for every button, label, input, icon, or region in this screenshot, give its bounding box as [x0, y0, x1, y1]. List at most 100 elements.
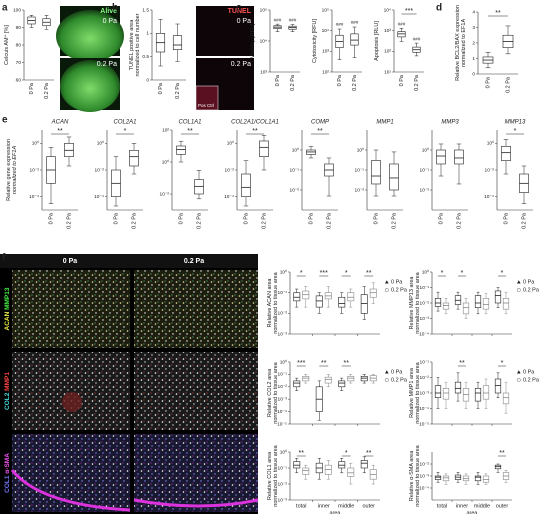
y-tick-label: 10⁰ — [227, 141, 234, 147]
y-tick-label: 10⁻⁴ — [29, 194, 39, 200]
annotation: *** — [320, 270, 328, 277]
x-tick-label: 0.2 Pa — [456, 212, 462, 229]
x-tick-label: 0 Pa — [178, 212, 184, 224]
y-tick-label: 1 — [472, 56, 475, 62]
row-label: COL2 MMP1 — [4, 372, 11, 410]
x-tick-label: inner — [456, 503, 468, 509]
label-line: normalized to EF1A — [461, 19, 467, 68]
annotation: ** — [57, 128, 63, 135]
inset — [195, 85, 219, 111]
image-label: Pos Ctrl — [198, 103, 214, 108]
box — [350, 33, 359, 46]
annotation: ** — [495, 10, 501, 17]
y-axis-label: Cytotoxicity [RFU] — [312, 19, 318, 63]
label-line: TUNEL positive area — [129, 19, 135, 70]
tissue-region — [62, 392, 82, 412]
y-tick-label: 10⁵ — [260, 7, 267, 13]
label-line: normalized to cell number — [135, 13, 141, 76]
y-tick-label: 10⁻⁵ — [419, 421, 429, 427]
x-tick-label: middle — [474, 503, 490, 509]
legend-marker — [517, 280, 521, 284]
y-tick-label: 10⁴ — [322, 28, 329, 34]
legend-label: 0.2 Pa — [391, 377, 408, 383]
box — [482, 475, 490, 483]
y-tick-label: 10⁻⁴ — [419, 406, 429, 412]
annotation: ### — [398, 21, 406, 26]
micrograph — [12, 352, 130, 430]
label-line: normalized to EF1A — [12, 146, 18, 195]
stain-label: COL1 — [4, 475, 11, 493]
y-tick-label: 0.5 — [142, 54, 149, 60]
y-tick-label: 10⁰ — [487, 141, 494, 147]
tissue — [56, 10, 124, 62]
y-axis-label: TUNEL positive areanormalized to cell nu… — [129, 13, 141, 76]
y-tick-label: 10⁰ — [422, 269, 429, 275]
y-tick-label: 10² — [322, 69, 329, 75]
annotation: * — [501, 270, 504, 277]
box — [172, 35, 183, 50]
image-title: TUNEL — [228, 8, 252, 15]
box — [434, 298, 442, 307]
box — [462, 302, 470, 315]
y-tick-label: 10⁰ — [280, 269, 287, 275]
y-tick-label: 10⁻⁴ — [419, 331, 429, 337]
y-tick-label: 10⁻² — [420, 375, 430, 381]
x-tick-label: total — [437, 503, 447, 509]
column-label: 0 Pa — [63, 258, 78, 265]
y-tick-label: 10⁻¹ — [420, 285, 430, 291]
y-tick-label: 10⁻² — [95, 167, 105, 173]
y-tick-label: 10³ — [260, 69, 267, 75]
box — [442, 475, 450, 482]
box — [454, 149, 464, 165]
legend-marker — [516, 378, 521, 382]
y-tick-label: 70 — [16, 60, 22, 66]
x-tick-label: 0.2 Pa — [175, 82, 181, 99]
header-bar — [0, 254, 258, 268]
box — [293, 292, 301, 302]
y-tick-label: 10⁰ — [280, 359, 287, 365]
y-tick-label: 10⁰ — [292, 147, 299, 153]
box — [442, 388, 450, 400]
y-tick-label: 10⁻³ — [278, 331, 288, 337]
box — [434, 475, 442, 480]
x-axis-label: area — [466, 510, 478, 514]
annotation: ** — [321, 360, 327, 367]
chart-title: MMP3 — [441, 120, 459, 126]
y-tick-label: 10² — [384, 49, 391, 55]
chart-title: COMP — [311, 120, 329, 126]
stain-label: ACAN — [4, 311, 11, 330]
annotation: ### — [274, 17, 282, 22]
image-label: 0.2 Pa — [97, 61, 117, 68]
box — [482, 298, 490, 310]
label-line: Apoptosis [RLU] — [374, 21, 380, 61]
y-tick-label: 100 — [13, 7, 21, 13]
y-tick-label: 0 — [472, 71, 475, 77]
annotation: ### — [289, 18, 297, 23]
x-tick-label: 0.2 Pa — [44, 82, 50, 99]
annotation: ** — [252, 128, 258, 135]
annotation: * — [345, 450, 348, 457]
label-line: Relative gene expression — [6, 139, 12, 201]
label-line: normalized to tissue area — [415, 444, 421, 506]
box — [259, 140, 269, 157]
x-tick-label: 0.2 Pa — [414, 74, 420, 91]
y-tick-label: 10⁻² — [160, 191, 170, 197]
legend-label: 0 Pa — [391, 279, 403, 285]
x-tick-label: 0 Pa — [399, 74, 405, 86]
box — [502, 392, 510, 405]
x-tick-label: 0 Pa — [29, 82, 35, 94]
f-images: 0 Pa 0.2 Pa ACAN MMP13 COL2 MMP1 COL1 α-… — [0, 254, 259, 514]
micrograph — [196, 6, 254, 56]
y-tick-label: 4 — [472, 9, 475, 15]
y-tick-label: 10⁻¹ — [278, 290, 288, 296]
legend-marker — [385, 280, 389, 284]
x-tick-label: 0 Pa — [275, 74, 281, 86]
box — [338, 380, 346, 388]
legend-marker — [516, 288, 521, 292]
y-tick-label: 10⁻¹ — [420, 167, 430, 173]
box — [241, 173, 251, 197]
legend-label: 0 Pa — [523, 279, 535, 285]
box — [347, 292, 355, 302]
stain-label: α-SMA — [4, 453, 11, 474]
